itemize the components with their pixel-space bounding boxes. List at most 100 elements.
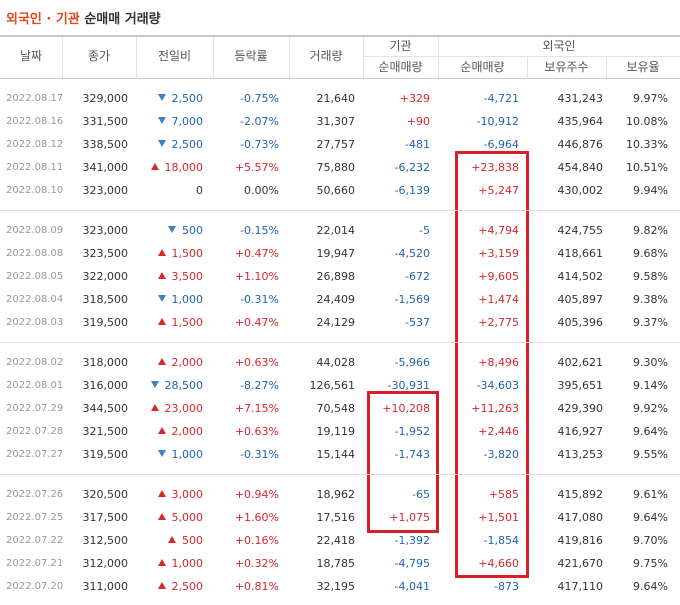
cell: -30,931 — [387, 378, 430, 392]
change-cell: 1,000 — [157, 443, 203, 466]
cell: +1,474 — [478, 292, 519, 306]
cell: +2,775 — [478, 315, 519, 329]
cell: -4,041 — [394, 579, 430, 593]
cell: 9.64% — [633, 579, 668, 593]
title-rest: 순매매 거래량 — [84, 12, 161, 27]
cell: 417,080 — [557, 510, 604, 524]
cell: 395,651 — [557, 378, 604, 392]
highlight-box — [455, 151, 529, 578]
cell: -0.15% — [240, 223, 279, 237]
cell: 9.58% — [633, 269, 668, 283]
title: 외국인 · 기관 순매매 거래량 — [6, 8, 161, 27]
header-group: 기관 — [389, 39, 412, 53]
header-separator — [136, 37, 137, 78]
header-separator — [62, 37, 63, 78]
cell: 10.33% — [626, 137, 668, 151]
cell: +1,075 — [389, 510, 430, 524]
change-value: 3,000 — [171, 487, 204, 501]
cell: +1.60% — [234, 510, 279, 524]
change-value: 1,000 — [171, 292, 204, 306]
cell: -65 — [412, 487, 430, 501]
cell: 31,307 — [316, 114, 356, 128]
cell: -1,854 — [483, 533, 519, 547]
cell: +329 — [399, 91, 430, 105]
cell: 18,785 — [316, 556, 356, 570]
change-arrow — [157, 426, 166, 434]
change-cell: 28,500 — [150, 374, 203, 397]
cell: 316,000 — [82, 378, 129, 392]
change-arrow — [157, 558, 166, 566]
cell: +11,263 — [471, 401, 519, 415]
cell: 312,000 — [82, 556, 129, 570]
change-value: 5,000 — [171, 510, 204, 524]
header-bottom-border — [0, 78, 680, 79]
cell: 9.94% — [633, 183, 668, 197]
cell: 319,500 — [82, 315, 129, 329]
cell: -0.31% — [240, 292, 279, 306]
cell: -6,139 — [394, 183, 430, 197]
change-cell: 0 — [196, 179, 203, 202]
change-arrow — [157, 449, 166, 457]
cell: +585 — [488, 487, 519, 501]
header-cell: 전일비 — [157, 49, 192, 63]
cell: +1.10% — [234, 269, 279, 283]
cell: 415,892 — [557, 487, 604, 501]
cell: +0.63% — [234, 424, 279, 438]
highlight-box — [367, 391, 439, 533]
change-arrow — [157, 489, 166, 497]
cell: -0.31% — [240, 447, 279, 461]
cell: 9.70% — [633, 533, 668, 547]
cell: 17,516 — [316, 510, 356, 524]
change-cell: 7,000 — [157, 110, 203, 133]
change-value: 0 — [196, 183, 203, 197]
change-value: 2,500 — [171, 137, 204, 151]
change-value: 1,500 — [171, 315, 204, 329]
cell: 323,000 — [82, 183, 129, 197]
cell: 416,927 — [557, 424, 604, 438]
cell: 446,876 — [557, 137, 604, 151]
cell: 405,897 — [557, 292, 604, 306]
header-separator — [527, 57, 528, 78]
change-arrow — [157, 512, 166, 520]
group-separator — [0, 341, 680, 343]
cell: 10.08% — [626, 114, 668, 128]
cell: +3,159 — [478, 246, 519, 260]
cell: +0.32% — [234, 556, 279, 570]
change-cell: 2,500 — [157, 87, 203, 110]
cell: 311,000 — [82, 579, 129, 593]
cell: 435,964 — [557, 114, 604, 128]
cell: 418,661 — [557, 246, 604, 260]
cell: 19,947 — [316, 246, 356, 260]
change-arrow — [157, 248, 166, 256]
cell: 344,500 — [82, 401, 129, 415]
change-cell: 1,500 — [157, 242, 203, 265]
change-cell: 23,000 — [150, 397, 203, 420]
cell: 317,500 — [82, 510, 129, 524]
header-divider — [363, 56, 680, 57]
cell: 70,548 — [316, 401, 356, 415]
date-cell: 2022.08.04 — [6, 293, 64, 305]
cell: 320,500 — [82, 487, 129, 501]
title-highlight: 외국인 · 기관 — [6, 12, 80, 27]
date-cell: 2022.07.20 — [6, 580, 64, 592]
cell: 341,000 — [82, 160, 129, 174]
header-separator — [438, 37, 439, 78]
change-arrow — [150, 162, 159, 170]
header-separator — [363, 37, 364, 78]
cell: 419,816 — [557, 533, 604, 547]
cell: -672 — [405, 269, 430, 283]
cell: +90 — [406, 114, 430, 128]
date-cell: 2022.07.26 — [6, 488, 64, 500]
cell: -873 — [494, 579, 519, 593]
cell: -5 — [419, 223, 430, 237]
cell: +2,446 — [478, 424, 519, 438]
cell: 323,500 — [82, 246, 129, 260]
cell: 9.37% — [633, 315, 668, 329]
cell: +4,660 — [478, 556, 519, 570]
cell: +4,794 — [478, 223, 519, 237]
cell: 18,962 — [316, 487, 356, 501]
cell: 331,500 — [82, 114, 129, 128]
cell: 321,500 — [82, 424, 129, 438]
cell: 22,014 — [316, 223, 356, 237]
